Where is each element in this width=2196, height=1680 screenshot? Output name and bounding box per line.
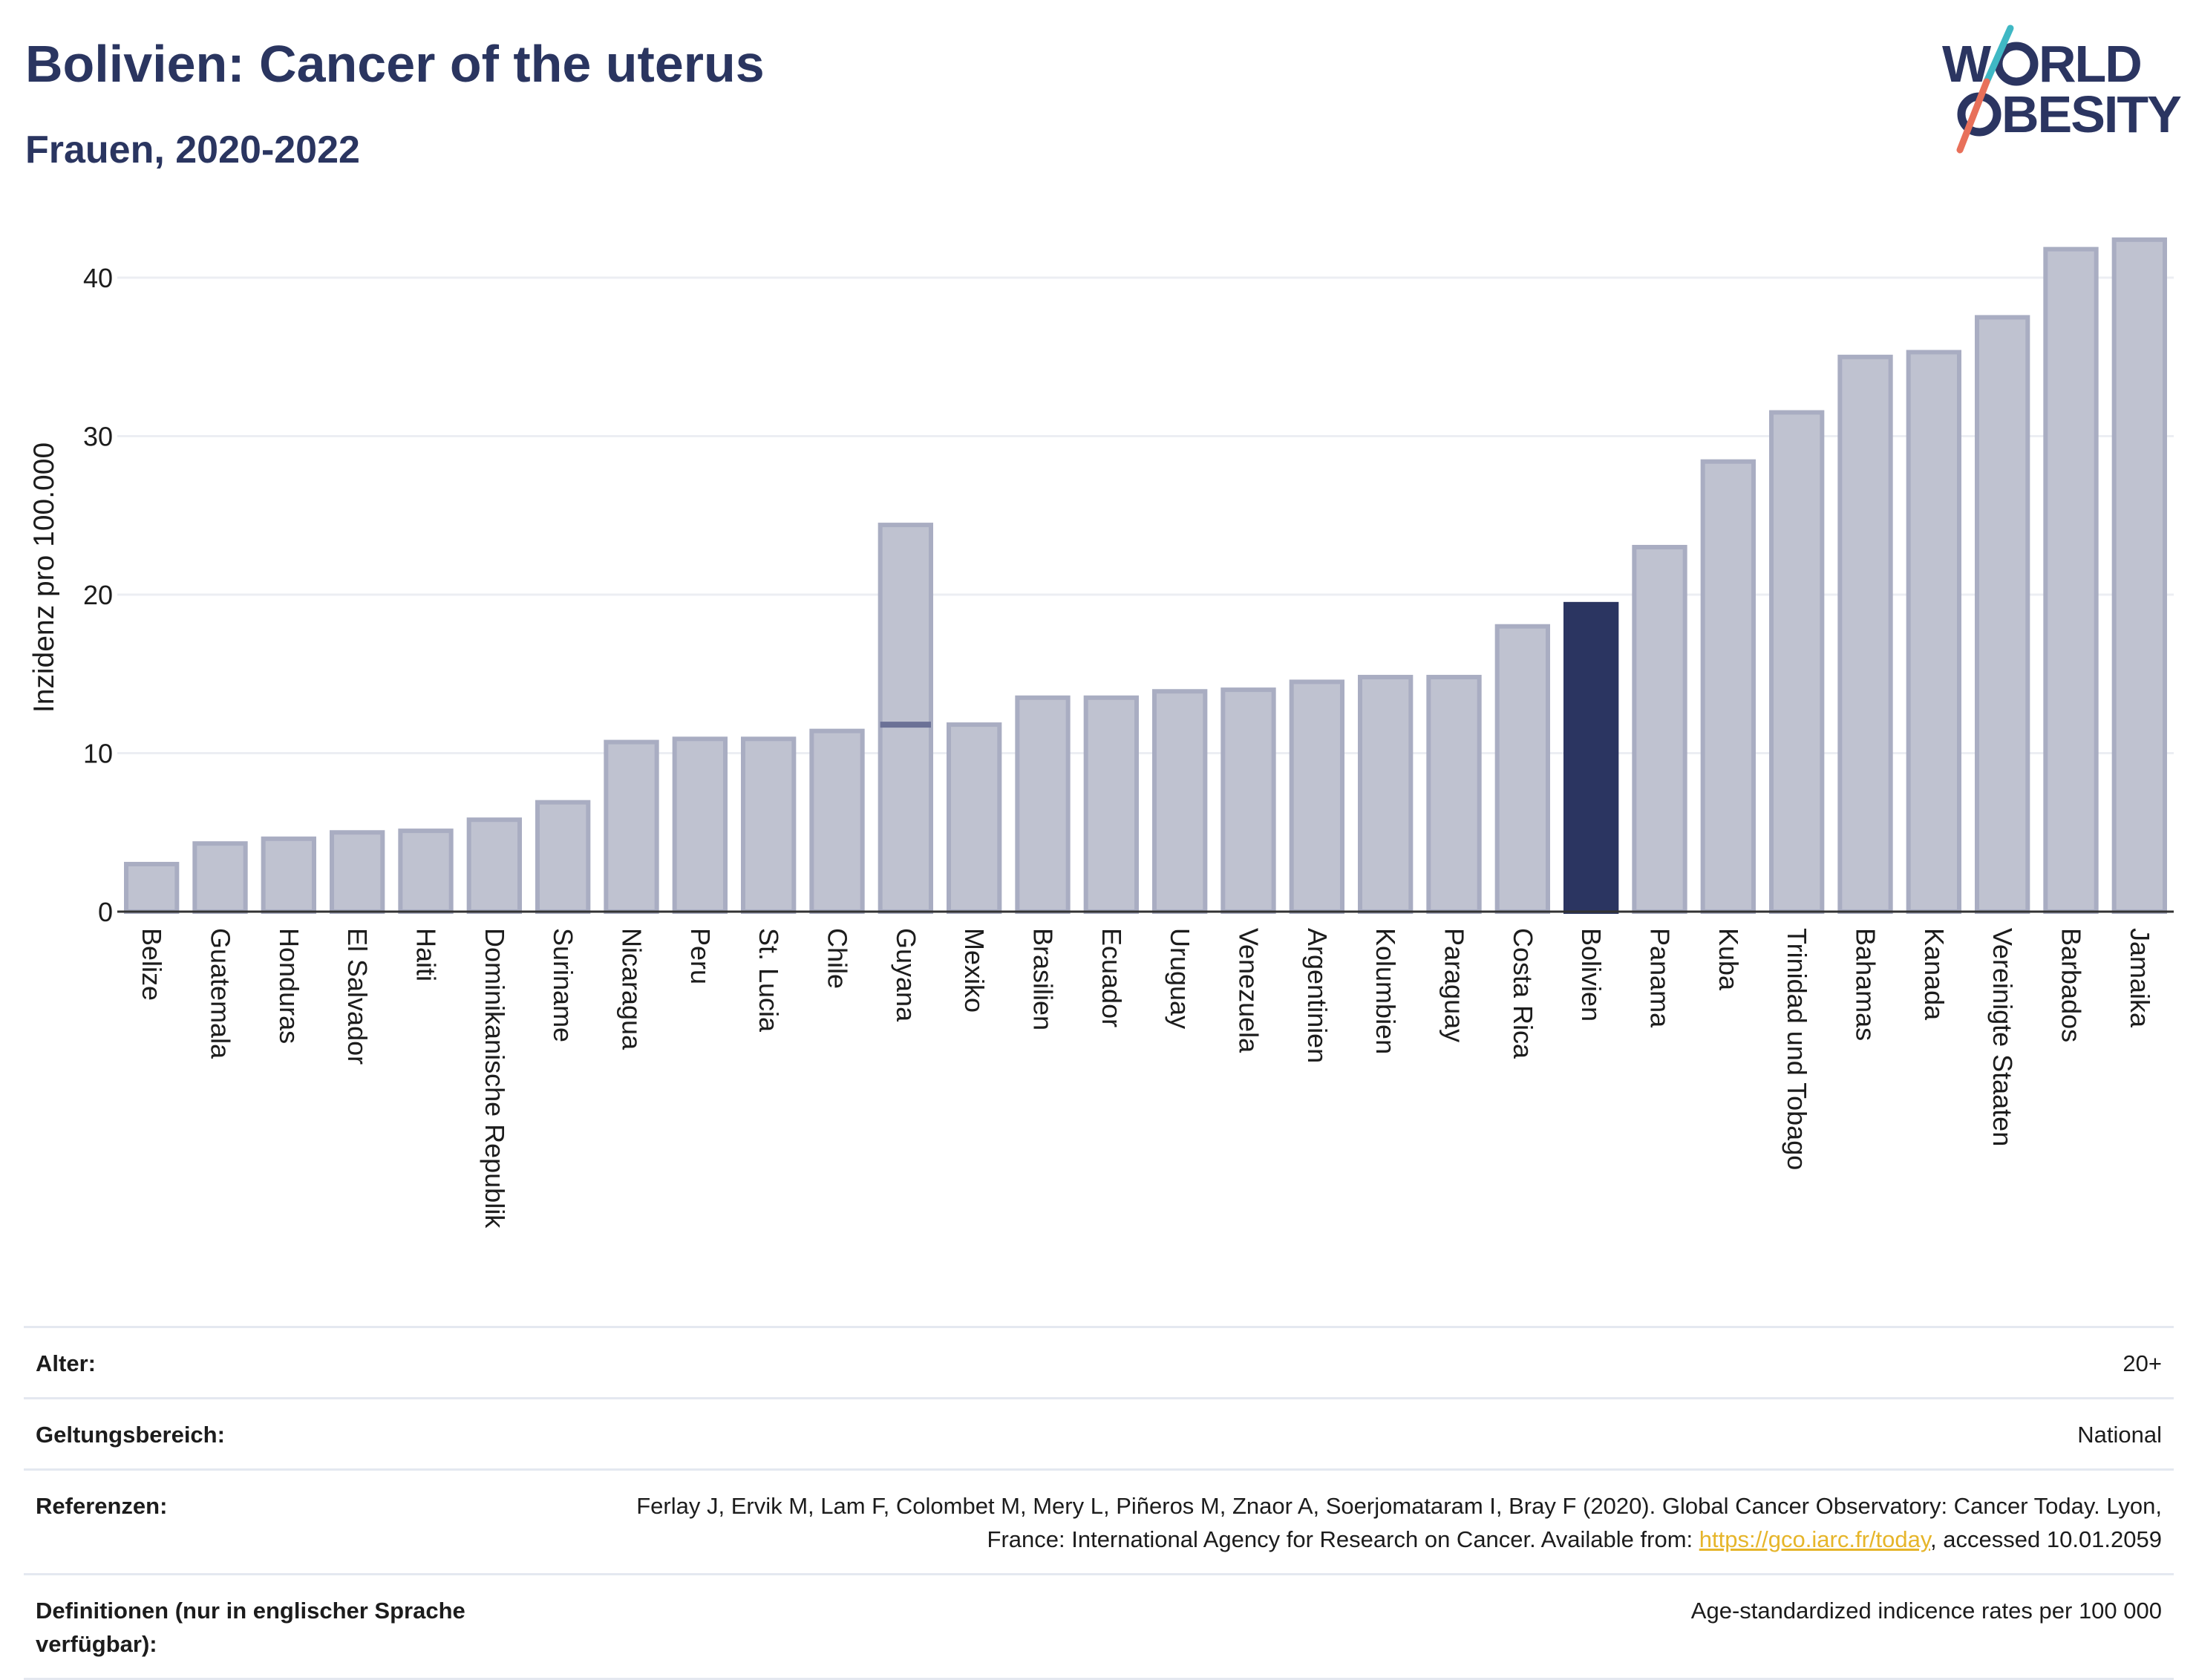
x-tick-label: Chile <box>823 928 853 989</box>
bar-belize[interactable] <box>124 861 180 914</box>
meta-label-scope: Geltungsbereich: <box>36 1421 225 1448</box>
bar-honduras[interactable] <box>261 836 316 914</box>
bar-mexiko[interactable] <box>947 722 1002 915</box>
x-tick-label: St. Lucia <box>754 928 784 1033</box>
x-tick-labels: Belize Guatemala Honduras El Salvador Haiti D… <box>137 928 2155 1229</box>
bar-haiti[interactable] <box>398 828 454 915</box>
bar-nicaragua[interactable] <box>604 739 659 914</box>
bar-barbados[interactable] <box>2043 246 2099 914</box>
meta-row-references: Referenzen: Ferlay J, Ervik M, Lam F, Co… <box>24 1468 2174 1573</box>
meta-label-age: Alter: <box>36 1350 96 1376</box>
bars <box>124 237 2167 915</box>
meta-label-definitions: Definitionen (nur in englischer Sprache … <box>36 1597 465 1657</box>
bar-kolumbien[interactable] <box>1358 675 1414 915</box>
meta-row-scope: Geltungsbereich: National <box>24 1396 2174 1468</box>
x-tick-label: Uruguay <box>1165 928 1195 1029</box>
svg-text:BESITY: BESITY <box>2001 85 2181 143</box>
x-tick-label: Haiti <box>411 928 442 981</box>
meta-value-age: 20+ <box>2123 1350 2162 1376</box>
y-tick-label: 40 <box>83 263 113 293</box>
meta-value-references: Ferlay J, Ervik M, Lam F, Colombet M, Me… <box>566 1490 2162 1557</box>
bar-venezuela[interactable] <box>1220 687 1276 914</box>
metadata-table: Alter: 20+ Geltungsbereich: National Ref… <box>24 1326 2174 1680</box>
x-tick-label: Costa Rica <box>1508 928 1538 1059</box>
bar-el-salvador[interactable] <box>330 830 385 915</box>
meta-label-references: Referenzen: <box>36 1492 168 1519</box>
bar-argentinien[interactable] <box>1289 679 1344 914</box>
chart-title: Bolivien: Cancer of the uterus <box>25 35 765 93</box>
bar-st-lucia[interactable] <box>741 736 797 914</box>
chart-subtitle: Frauen, 2020-2022 <box>25 128 360 171</box>
y-tick-label: 0 <box>98 897 113 927</box>
x-tick-label: Ecuador <box>1097 928 1127 1027</box>
bar-jamaika[interactable] <box>2111 237 2167 914</box>
x-tick-label: Dominikanische Republik <box>480 928 510 1229</box>
x-tick-label: Guyana <box>891 928 921 1022</box>
x-tick-label: Vereinigte Staaten <box>1987 928 2018 1146</box>
x-tick-label: Kanada <box>1919 928 1950 1021</box>
x-tick-label: Kolumbien <box>1370 928 1401 1054</box>
reference-accessed: , accessed 10.01.2059 <box>1930 1526 2162 1552</box>
x-tick-label: Nicaragua <box>617 928 647 1050</box>
bar-kanada[interactable] <box>1906 350 1961 914</box>
y-tick-labels: 0 10 20 30 40 <box>83 263 113 927</box>
reference-link[interactable]: https://gco.iarc.fr/today <box>1699 1526 1931 1552</box>
bar-bahamas[interactable] <box>1837 354 1893 914</box>
bar-chile[interactable] <box>809 728 865 914</box>
bar-chart: 0 10 20 30 40 Belize Guatemala Honduras El Salv… <box>28 237 2174 1229</box>
y-tick-label: 20 <box>83 580 113 610</box>
bar-uruguay[interactable] <box>1152 689 1208 914</box>
bar-ecuador[interactable] <box>1083 695 1139 914</box>
reference-text: Ferlay J, Ervik M, Lam F, Colombet M, Me… <box>636 1492 2162 1552</box>
x-tick-label: Panama <box>1645 928 1676 1028</box>
bar-bolivien[interactable] <box>1563 601 1619 915</box>
x-tick-label: Kuba <box>1713 928 1744 991</box>
x-tick-label: Honduras <box>274 928 304 1044</box>
bar-trinidad-und-tobago[interactable] <box>1769 410 1825 914</box>
grid-lines <box>117 276 2174 755</box>
bar-guatemala[interactable] <box>192 841 248 914</box>
y-axis-label: Inzidenz pro 100.000 <box>28 442 60 713</box>
meta-value-definitions: Age-standardized indicence rates per 100… <box>1690 1597 2162 1624</box>
x-tick-label: Guatemala <box>206 928 236 1059</box>
x-tick-label: Bahamas <box>1851 928 1881 1041</box>
y-tick-label: 30 <box>83 422 113 452</box>
bar-panama[interactable] <box>1632 544 1687 914</box>
meta-row-age: Alter: 20+ <box>24 1326 2174 1397</box>
bar-paraguay[interactable] <box>1426 675 1482 915</box>
bar-brasilien[interactable] <box>1015 695 1071 914</box>
x-tick-label: Paraguay <box>1440 928 1470 1042</box>
x-tick-label: Mexiko <box>959 928 990 1013</box>
x-tick-label: Bolivien <box>1576 928 1607 1022</box>
bar-kuba[interactable] <box>1700 459 1756 914</box>
x-tick-label: Trinidad und Tobago <box>1782 928 1812 1170</box>
bar-dominikanische-republik[interactable] <box>466 817 522 915</box>
x-tick-label: Argentinien <box>1302 928 1333 1063</box>
bar-vereinigte-staaten[interactable] <box>1975 315 2030 915</box>
x-tick-label: Barbados <box>2056 928 2087 1042</box>
bar-guyana[interactable] <box>878 523 933 914</box>
meta-row-definitions: Definitionen (nur in englischer Sprache … <box>24 1572 2174 1680</box>
x-tick-label: Belize <box>137 928 167 1001</box>
svg-text:RLD: RLD <box>2039 35 2141 93</box>
bar-peru[interactable] <box>672 736 728 914</box>
x-tick-label: Brasilien <box>1028 928 1059 1030</box>
x-tick-label: Jamaika <box>2125 928 2155 1028</box>
x-tick-label: Venezuela <box>1234 928 1264 1053</box>
bar-costa-rica[interactable] <box>1494 624 1550 915</box>
bar-suriname[interactable] <box>535 800 591 914</box>
x-tick-label: Suriname <box>548 928 578 1042</box>
x-tick-label: El Salvador <box>342 928 373 1065</box>
x-tick-label: Peru <box>685 928 716 984</box>
world-obesity-logo: W RLD BESITY <box>1942 24 2183 154</box>
y-tick-label: 10 <box>83 739 113 769</box>
meta-value-scope: National <box>2077 1421 2162 1448</box>
